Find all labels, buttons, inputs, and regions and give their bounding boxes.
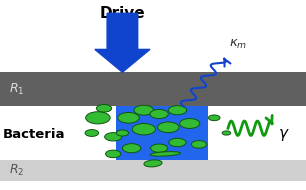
Ellipse shape bbox=[168, 106, 187, 115]
Bar bbox=[0, 72, 306, 106]
Ellipse shape bbox=[222, 131, 231, 135]
Text: $R_1$: $R_1$ bbox=[9, 82, 24, 97]
Text: $R_2$: $R_2$ bbox=[9, 162, 24, 178]
Ellipse shape bbox=[151, 144, 168, 152]
Ellipse shape bbox=[106, 150, 121, 158]
Ellipse shape bbox=[134, 105, 154, 115]
Text: $\kappa_m$: $\kappa_m$ bbox=[230, 38, 248, 51]
Ellipse shape bbox=[150, 109, 168, 119]
Ellipse shape bbox=[144, 160, 162, 167]
Ellipse shape bbox=[180, 119, 200, 128]
Text: $\gamma$: $\gamma$ bbox=[278, 127, 290, 143]
FancyArrow shape bbox=[95, 13, 150, 72]
Ellipse shape bbox=[191, 141, 207, 148]
Ellipse shape bbox=[105, 133, 122, 141]
Ellipse shape bbox=[158, 122, 179, 133]
Ellipse shape bbox=[85, 130, 99, 136]
Ellipse shape bbox=[118, 112, 139, 123]
Bar bbox=[116, 72, 208, 180]
Ellipse shape bbox=[116, 130, 129, 136]
Ellipse shape bbox=[122, 144, 141, 153]
Ellipse shape bbox=[132, 124, 155, 135]
Text: Bacteria: Bacteria bbox=[3, 128, 65, 141]
Ellipse shape bbox=[96, 105, 112, 112]
Ellipse shape bbox=[150, 152, 181, 156]
Bar bbox=[0, 160, 306, 180]
Ellipse shape bbox=[86, 112, 110, 124]
Text: Drive: Drive bbox=[99, 6, 145, 21]
Ellipse shape bbox=[169, 138, 186, 147]
Ellipse shape bbox=[208, 115, 220, 121]
